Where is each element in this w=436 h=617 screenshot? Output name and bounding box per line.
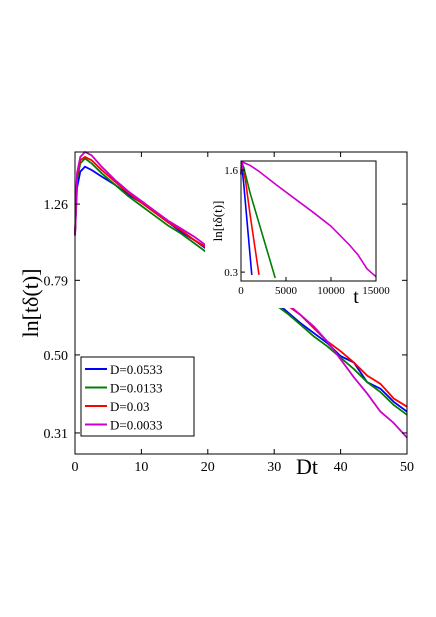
- legend-label-3: D=0.03: [110, 399, 149, 414]
- inset-chart: 0 5000 10000 15000 0.3 1.6 t ln[tδ(t)]: [205, 160, 390, 308]
- main-plot-frame: [74, 151, 408, 455]
- inset-x-axis: 0 5000 10000 15000: [238, 277, 390, 297]
- main-x-tick-label: 40: [334, 460, 348, 475]
- main-x-tick-label: 0: [72, 460, 79, 475]
- main-x-axis-label: Dt: [296, 454, 318, 479]
- main-y-tick-label: 0.31: [44, 427, 69, 442]
- inset-series-line-4: [240, 161, 377, 278]
- main-x-tick-label: 20: [201, 460, 215, 475]
- inset-plot-frame: [240, 160, 377, 282]
- main-y-tick-label: 1.26: [44, 198, 69, 213]
- main-x-tick-label: 30: [267, 460, 281, 475]
- inset-x-tick-label: 0: [238, 285, 244, 297]
- inset-x-axis-label: t: [353, 286, 359, 308]
- legend-label-2: D=0.0133: [110, 381, 162, 396]
- inset-y-tick-label: 0.3: [224, 267, 238, 279]
- inset-x-tick-label: 10000: [317, 285, 345, 297]
- legend-box: [80, 356, 195, 437]
- inset-y-tick-label: 1.6: [224, 165, 238, 177]
- main-x-tick-label: 10: [134, 460, 148, 475]
- inset-y-axis-label: ln[tδ(t)]: [210, 201, 225, 242]
- inset-y-axis: 0.3 1.6: [224, 165, 245, 279]
- legend-label-1: D=0.0533: [110, 362, 162, 377]
- main-y-tick-label: 0.79: [44, 274, 69, 289]
- legend-label-4: D=0.0033: [110, 418, 162, 433]
- main-y-axis: 0.31 0.50 0.79 1.26: [44, 198, 407, 442]
- main-y-tick-label: 0.50: [44, 349, 69, 364]
- legend: D=0.0533 D=0.0133 D=0.03 D=0.0033: [80, 356, 195, 437]
- main-x-axis: 0 10 20 30 40 50: [72, 152, 414, 475]
- main-y-axis-label: ln[tδ(t)]: [18, 268, 43, 337]
- main-chart: 0 10 20 30 40 50 0.31 0.50 0.79 1.26 Dt ln[tδ(t)…: [18, 150, 414, 479]
- main-x-tick-label: 50: [400, 460, 414, 475]
- inset-x-tick-label: 15000: [362, 285, 390, 297]
- inset-background: [205, 160, 390, 308]
- inset-x-tick-label: 5000: [275, 285, 298, 297]
